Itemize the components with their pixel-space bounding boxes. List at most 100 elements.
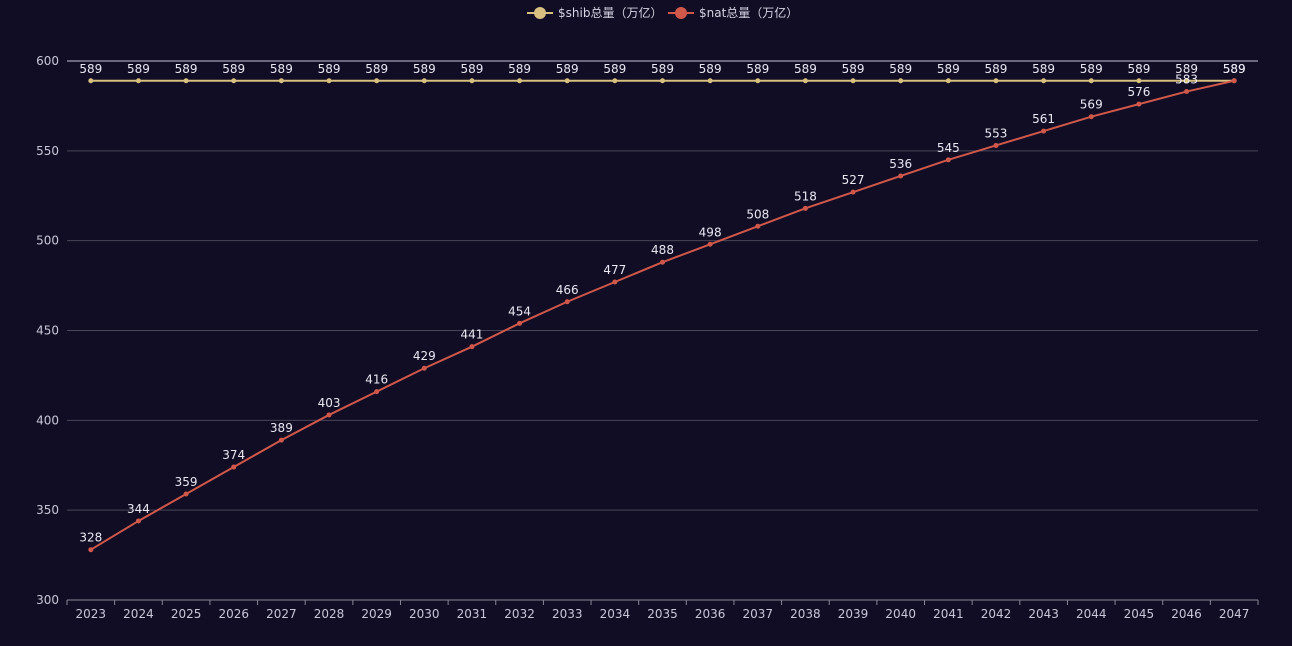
data-point[interactable] [374,78,380,84]
data-label: 589 [270,62,293,76]
data-point[interactable] [802,205,808,211]
data-label: 589 [1223,62,1246,76]
x-tick-label: 2039 [838,607,869,621]
data-label: 589 [413,62,436,76]
data-point[interactable] [945,157,951,163]
axes: 300 350 400 450 500 550 600 2023 2024 2025 2026 202… [36,54,1259,621]
data-point[interactable] [421,365,427,371]
data-point[interactable] [1136,101,1142,107]
x-tick-label: 2037 [743,607,774,621]
data-point[interactable] [1136,78,1142,84]
data-point[interactable] [850,78,856,84]
data-label: 488 [651,243,674,257]
data-point[interactable] [231,78,237,84]
legend-item-1[interactable]: $nat总量（万亿） [668,5,798,20]
data-point[interactable] [278,78,284,84]
x-tick-label: 2044 [1076,607,1107,621]
data-label: 498 [699,225,722,239]
data-point[interactable] [517,320,523,326]
data-label: 328 [79,531,102,545]
legend-item-0[interactable]: $shib总量（万亿） [527,5,662,20]
data-label: 553 [985,126,1008,140]
data-point[interactable] [612,78,618,84]
data-label: 589 [1127,62,1150,76]
data-point[interactable] [850,189,856,195]
data-label: 576 [1127,85,1150,99]
x-tick-label: 2024 [123,607,154,621]
legend[interactable]: $shib总量（万亿） $nat总量（万亿） [527,5,798,20]
data-point[interactable] [755,78,761,84]
data-point[interactable] [707,241,713,247]
data-label: 589 [1223,62,1246,76]
data-label: 589 [1032,62,1055,76]
data-point[interactable] [517,78,523,84]
legend-label: $shib总量（万亿） [558,5,662,20]
data-label: 589 [699,62,722,76]
data-point[interactable] [898,173,904,179]
x-tick-label: 2034 [600,607,631,621]
x-tick-label: 2028 [314,607,345,621]
data-label: 589 [79,62,102,76]
data-label: 359 [175,475,198,489]
data-point[interactable] [1184,89,1190,95]
data-point[interactable] [1041,78,1047,84]
data-label: 374 [222,448,245,462]
data-label: 508 [746,207,769,221]
data-point[interactable] [1231,78,1237,84]
data-point[interactable] [469,344,475,350]
x-tick-label: 2041 [933,607,964,621]
data-point[interactable] [1088,114,1094,120]
data-point[interactable] [564,299,570,305]
data-label: 466 [556,283,579,297]
x-tick-label: 2043 [1028,607,1059,621]
data-point[interactable] [88,547,94,553]
data-point[interactable] [278,437,284,443]
x-tick-label: 2047 [1219,607,1250,621]
data-point[interactable] [231,464,237,470]
data-point[interactable] [612,279,618,285]
data-point[interactable] [1184,78,1190,84]
x-tick-label: 2025 [171,607,202,621]
data-point[interactable] [326,412,332,418]
data-point[interactable] [993,78,999,84]
series-lines [88,78,1237,553]
data-point[interactable] [755,223,761,229]
data-point[interactable] [802,78,808,84]
data-point[interactable] [183,78,189,84]
data-point[interactable] [564,78,570,84]
data-point[interactable] [1088,78,1094,84]
data-label: 589 [985,62,1008,76]
x-tick-label: 2026 [218,607,249,621]
x-tick-label: 2036 [695,607,726,621]
data-point[interactable] [1041,128,1047,134]
data-point[interactable] [374,389,380,395]
data-label: 569 [1080,98,1103,112]
data-point[interactable] [135,78,141,84]
data-point[interactable] [660,78,665,84]
data-label: 589 [365,62,388,76]
x-tick-label: 2045 [1124,607,1155,621]
data-label: 589 [1080,62,1103,76]
data-point[interactable] [660,259,665,265]
data-point[interactable] [993,142,999,148]
data-label: 403 [318,396,341,410]
data-point[interactable] [183,491,189,497]
y-tick-label: 450 [36,324,59,338]
data-point[interactable] [135,518,141,524]
data-point[interactable] [326,78,332,84]
data-label: 589 [175,62,198,76]
data-point[interactable] [707,78,713,84]
y-tick-label: 300 [36,593,59,607]
data-point[interactable] [421,78,427,84]
data-point[interactable] [469,78,475,84]
data-label: 589 [222,62,245,76]
data-label: 536 [889,157,912,171]
data-label: 389 [270,421,293,435]
x-tick-label: 2046 [1171,607,1202,621]
x-tick-label: 2031 [457,607,488,621]
data-point[interactable] [898,78,904,84]
data-point[interactable] [88,78,94,84]
data-point[interactable] [945,78,951,84]
